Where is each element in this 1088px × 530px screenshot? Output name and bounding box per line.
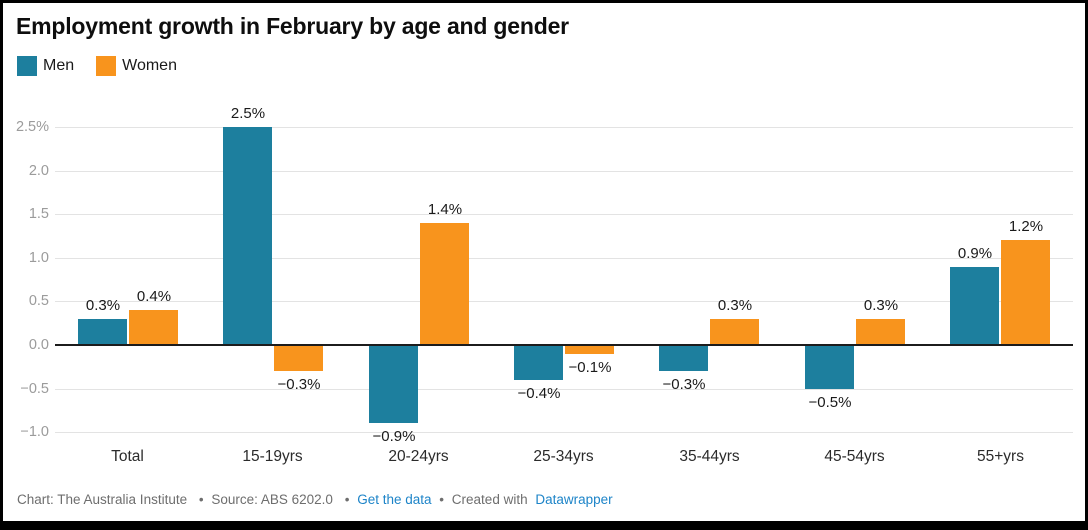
y-gridline <box>55 432 1073 433</box>
bar-women-20-24yrs <box>420 223 469 345</box>
bar-value-label: −0.9% <box>372 428 416 445</box>
legend: Men Women <box>17 56 177 76</box>
bar-men-35-44yrs <box>659 345 708 371</box>
x-axis-label-45-54yrs: 45-54yrs <box>824 448 885 465</box>
bar-value-label: −0.5% <box>808 394 852 411</box>
bar-women-Total <box>129 310 178 345</box>
legend-swatch-men <box>17 56 37 76</box>
x-axis-label-15-19yrs: 15-19yrs <box>242 448 303 465</box>
bar-value-label: 1.4% <box>427 201 463 218</box>
footer-separator: • <box>344 492 350 507</box>
bar-value-label: 0.3% <box>717 297 753 314</box>
bar-value-label: −0.1% <box>568 359 612 376</box>
bar-women-15-19yrs <box>274 345 323 371</box>
footer: Chart: The Australia Institute • Source:… <box>17 492 613 507</box>
bar-value-label: −0.4% <box>517 385 561 402</box>
x-axis-label-25-34yrs: 25-34yrs <box>533 448 594 465</box>
bar-value-label: 0.4% <box>136 288 172 305</box>
y-gridline <box>55 301 1073 302</box>
footer-separator: • <box>439 492 445 507</box>
bar-women-25-34yrs <box>565 345 614 354</box>
bar-men-15-19yrs <box>223 127 272 345</box>
bar-women-35-44yrs <box>710 319 759 345</box>
y-tick-label: 0.5 <box>28 293 49 309</box>
bar-value-label: 0.9% <box>957 245 993 262</box>
x-axis-label-55+yrs: 55+yrs <box>977 448 1024 465</box>
legend-item-women: Women <box>96 56 177 76</box>
bar-value-label: 0.3% <box>85 297 121 314</box>
footer-credit: Chart: The Australia Institute <box>17 492 188 507</box>
bar-men-25-34yrs <box>514 345 563 380</box>
bar-chart: 2.5% 2.0 1.5 1.0 0.5 0.0 −0.5 −1.0 0.3% 2.5% −0.9%… <box>3 105 1085 475</box>
footer-source: Source: ABS 6202.0 <box>211 492 333 507</box>
x-axis-label-35-44yrs: 35-44yrs <box>679 448 740 465</box>
x-axis-label-20-24yrs: 20-24yrs <box>388 448 449 465</box>
footer-created-with: Created with <box>451 492 528 507</box>
y-tick-label: 2.5% <box>15 119 49 135</box>
bar-value-label: 1.2% <box>1008 218 1044 235</box>
y-gridline <box>55 214 1073 215</box>
y-tick-label: −0.5 <box>20 381 49 397</box>
y-tick-label: 0.0 <box>28 337 49 353</box>
y-tick-label: 1.0 <box>28 250 49 266</box>
bar-value-label: −0.3% <box>277 376 321 393</box>
y-gridline <box>55 127 1073 128</box>
legend-item-men: Men <box>17 56 74 76</box>
datawrapper-link[interactable]: Datawrapper <box>535 492 613 507</box>
legend-label: Women <box>122 57 177 74</box>
bar-value-label: 0.3% <box>863 297 899 314</box>
y-gridline <box>55 258 1073 259</box>
y-tick-label: −1.0 <box>20 424 49 440</box>
bar-women-45-54yrs <box>856 319 905 345</box>
bar-men-55+yrs <box>950 267 999 345</box>
bar-men-45-54yrs <box>805 345 854 389</box>
y-gridline <box>55 171 1073 172</box>
y-tick-label: 1.5 <box>28 206 49 222</box>
y-tick-label: 2.0 <box>28 163 49 179</box>
bar-men-Total <box>78 319 127 345</box>
y-gridline <box>55 389 1073 390</box>
bar-value-label: −0.3% <box>662 376 706 393</box>
chart-canvas: Employment growth in February by age and… <box>3 3 1085 521</box>
legend-swatch-women <box>96 56 117 76</box>
bar-value-label: 2.5% <box>230 105 266 122</box>
legend-label: Men <box>43 57 75 74</box>
bar-women-55+yrs <box>1001 240 1050 345</box>
get-the-data-link[interactable]: Get the data <box>357 492 432 507</box>
bar-men-20-24yrs <box>369 345 418 423</box>
page-title: Employment growth in February by age and… <box>16 13 569 39</box>
footer-separator: • <box>198 492 204 507</box>
x-axis-label-total: Total <box>111 448 144 465</box>
zero-baseline <box>55 344 1073 346</box>
